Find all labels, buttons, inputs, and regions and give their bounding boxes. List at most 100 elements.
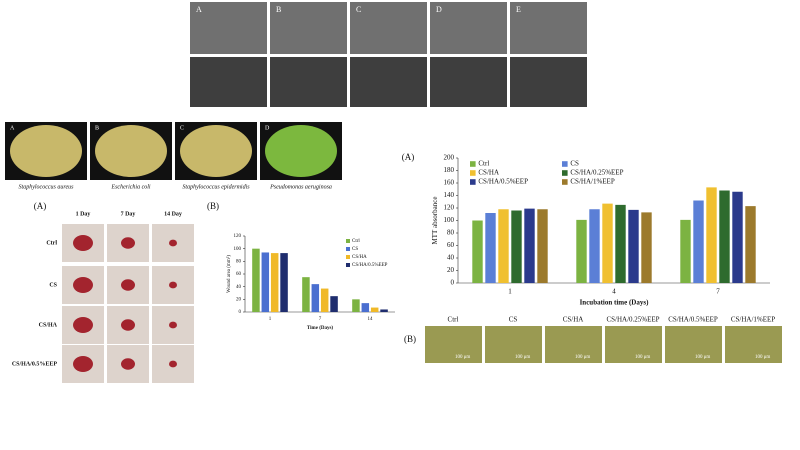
sem-image [270,57,347,107]
legend-swatch [470,170,476,176]
wound [73,235,93,251]
scale-label: 100 μm [755,355,770,360]
day-header: 7 Day [121,211,136,217]
bar [511,210,522,283]
bar [252,248,260,312]
wound [121,237,135,249]
bar [719,190,730,283]
scale-label: 100 μm [515,355,530,360]
legend-label: CS/HA/0.25%EEP [570,169,623,177]
petri-dish [10,125,82,177]
legend-label: Ctrl [352,239,360,244]
wound [121,358,135,370]
petri-dish [95,125,167,177]
y-tick-label: 120 [234,234,242,239]
petri-label: A [10,125,15,131]
x-tick-label: 1 [269,317,272,322]
bar [261,252,270,312]
x-tick-label: 7 [319,317,322,322]
bar [615,204,626,283]
y-tick-label: 180 [444,166,455,174]
wound [169,360,177,368]
sem-image [350,57,427,107]
legend-label: Ctrl [478,160,489,168]
y-axis-label: Wound area (mm²) [226,255,232,293]
x-tick-label: 7 [716,288,720,296]
legend-label: CS [352,247,358,252]
sem-image [510,57,587,107]
petri-label: B [95,125,99,131]
bar [498,209,509,283]
petri-caption: Escherichia coli [110,184,150,190]
petri-dish [265,125,337,177]
y-tick-label: 80 [447,229,455,237]
legend-label: CS/HA/1%EEP [570,178,614,186]
legend-swatch [346,239,350,243]
panel-label: (A) [402,152,415,162]
bar [537,209,548,283]
day-header: 14 Day [164,211,182,217]
bar [576,219,587,283]
bar [693,200,704,283]
bar [280,253,288,312]
bar [732,191,743,283]
cell-image [545,326,602,363]
petri-dish [180,125,252,177]
y-tick-label: 120 [444,204,455,212]
sem-label: A [196,5,202,14]
day-header: 1 Day [76,211,91,217]
scale-label: 100 μm [455,355,470,360]
bar [602,203,613,283]
scale-label: 100 μm [635,355,650,360]
cell-header: CS/HA/0.25%EEP [606,316,659,324]
bar [485,213,496,283]
panel-label: (B) [404,334,416,344]
legend-label: CS/HA/0.5%EEP [352,263,388,268]
petri-label: C [180,125,184,131]
y-axis-label: MTT absorbance [431,197,439,245]
cell-image [665,326,722,363]
bar [524,208,535,283]
y-tick-label: 100 [234,247,242,252]
x-tick-label: 4 [612,288,616,296]
sem-image [430,57,507,107]
wound [121,279,135,291]
petri-label: D [265,125,270,131]
y-tick-label: 40 [236,285,242,290]
bar [311,284,320,312]
sem-image [190,2,267,54]
bar [352,299,360,312]
bar [472,220,483,283]
legend-swatch [346,255,350,259]
bar [628,209,639,283]
y-tick-label: 20 [236,297,242,302]
bar [370,307,379,312]
legend-swatch [562,161,568,167]
legend-swatch [562,170,568,176]
cell-image [605,326,662,363]
sem-label: C [356,5,361,14]
cell-header: Ctrl [448,316,459,324]
y-tick-label: 160 [444,179,455,187]
wound [73,356,93,372]
sem-image [510,2,587,54]
legend-label: CS/HA [478,169,499,177]
x-tick-label: 1 [508,288,512,296]
legend-swatch [470,161,476,167]
legend-label: CS/HA/0.5%EEP [478,178,528,186]
wound [169,281,177,289]
bar [706,187,717,283]
bar [330,296,338,312]
wound [169,321,177,329]
bar [380,309,388,312]
bar [302,277,310,312]
bar [745,206,756,283]
row-label: Ctrl [46,240,57,246]
scale-label: 100 μm [575,355,590,360]
legend-swatch [346,263,350,267]
cell-header: CS/HA [563,316,584,324]
wound [73,277,93,293]
bar [361,303,370,312]
panel-label: (B) [207,201,219,211]
